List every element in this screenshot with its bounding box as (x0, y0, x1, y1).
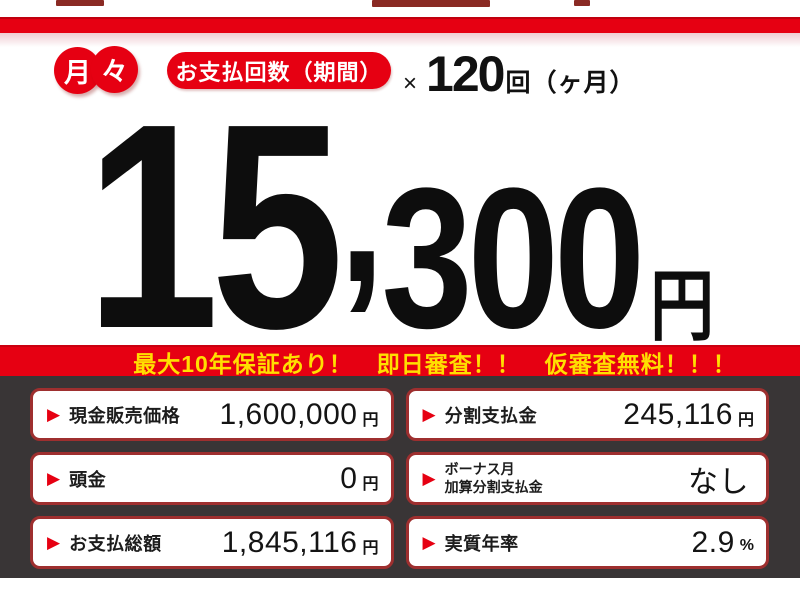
detail-value: 1,600,000 (219, 397, 358, 431)
times-symbol: × (403, 70, 418, 97)
top-fade-gradient (0, 33, 800, 47)
triangle-icon: ▶ (422, 469, 436, 488)
detail-value: 2.9 (691, 525, 735, 559)
detail-box-total-payment: ▶ お支払総額 1,845,116 円 (30, 516, 394, 569)
detail-label-line1: ボーナス月 (444, 461, 515, 477)
detail-box-down-payment: ▶ 頭金 0 円 (30, 452, 394, 505)
details-row-2: ▶ 頭金 0 円 ▶ ボーナス月 加算分割支払金 なし (30, 452, 769, 505)
top-edge-artifact (574, 0, 590, 6)
detail-unit: 円 (362, 411, 379, 429)
detail-value: 0 (340, 461, 358, 495)
detail-box-bonus-payment: ▶ ボーナス月 加算分割支払金 なし (405, 452, 769, 505)
payment-count-pill-label: お支払回数（期間） (175, 59, 383, 85)
detail-label: 頭金 (69, 469, 107, 490)
payment-count-unit: 回（ヶ月） (505, 69, 636, 97)
detail-label: 実質年率 (444, 533, 519, 554)
payment-count-pill: お支払回数（期間） (167, 52, 391, 89)
detail-box-cash-price: ▶ 現金販売価格 1,600,000 円 (30, 388, 394, 441)
badge-circle-right: 々 (91, 46, 138, 93)
top-edge-artifact (372, 0, 490, 7)
triangle-icon: ▶ (422, 533, 436, 552)
detail-label: お支払総額 (69, 533, 162, 554)
detail-unit: % (739, 536, 754, 554)
detail-value: 245,116 (623, 397, 733, 431)
triangle-icon: ▶ (47, 405, 61, 424)
detail-box-installment: ▶ 分割支払金 245,116 円 (405, 388, 769, 441)
details-row-3: ▶ お支払総額 1,845,116 円 ▶ 実質年率 2.9 % (30, 516, 769, 569)
detail-unit: 円 (362, 539, 379, 557)
guarantee-banner: 最大10年保証あり！ 即日審査！！ 仮審査無料！！！ (0, 345, 800, 377)
detail-value: 1,845,116 (221, 525, 358, 559)
price-lead-digits: 15 (85, 63, 344, 389)
header-row: 月 々 お支払回数（期間） × 120 回（ヶ月） (0, 45, 800, 102)
price-comma: , (339, 101, 385, 324)
price-rest-digits: 300 (381, 147, 645, 370)
detail-label-stack: ボーナス月 加算分割支払金 (445, 461, 543, 496)
price-yen-unit: 円 (650, 262, 715, 350)
top-edge-artifact (56, 0, 104, 6)
detail-box-apr: ▶ 実質年率 2.9 % (405, 516, 769, 569)
details-row-1: ▶ 現金販売価格 1,600,000 円 ▶ 分割支払金 245,116 円 (30, 388, 769, 441)
detail-label-line2: 加算分割支払金 (444, 478, 543, 495)
badge-char-1: 月 (64, 58, 91, 88)
payment-details-panel: ▶ 現金販売価格 1,600,000 円 ▶ 分割支払金 245,116 円 ▶… (0, 376, 800, 578)
detail-unit: 円 (362, 475, 379, 493)
guarantee-banner-text: 最大10年保証あり！ 即日審査！！ 仮審査無料！！！ (133, 350, 737, 377)
badge-char-2: 々 (101, 57, 128, 87)
payment-count-value: 120 (426, 46, 505, 102)
detail-label: 現金販売価格 (69, 405, 181, 426)
triangle-icon: ▶ (422, 405, 436, 424)
monthly-price: 15 , 300 円 (72, 80, 728, 372)
monthly-badge: 月 々 (54, 46, 138, 94)
detail-label: 分割支払金 (444, 405, 538, 426)
detail-value: なし (688, 465, 749, 499)
triangle-icon: ▶ (47, 469, 61, 488)
triangle-icon: ▶ (47, 533, 61, 552)
payment-count-group: × 120 回（ヶ月） (403, 45, 635, 103)
detail-unit: 円 (737, 411, 754, 429)
top-red-bar (0, 17, 800, 33)
